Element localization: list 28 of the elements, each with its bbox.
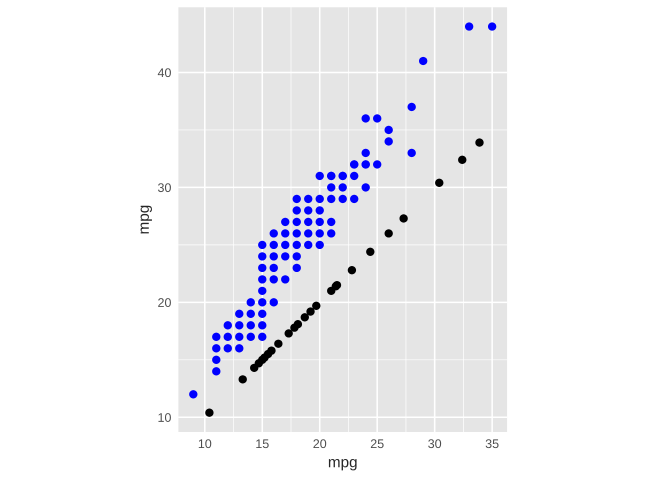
y-tick-label: 10	[158, 413, 171, 422]
x-tick-label: 25	[370, 439, 384, 448]
point	[348, 266, 356, 274]
x-tick-label: 35	[486, 439, 499, 448]
x-tick-label: 30	[428, 439, 442, 448]
point	[267, 346, 276, 355]
point	[384, 229, 393, 238]
point	[306, 307, 315, 316]
point	[435, 178, 444, 187]
point	[475, 138, 484, 147]
x-tick-label: 10	[198, 439, 212, 448]
point	[366, 248, 374, 256]
y-tick-label: 30	[158, 183, 171, 192]
x-tick-label: 20	[313, 439, 326, 448]
point	[238, 375, 247, 384]
point	[399, 214, 408, 223]
point	[312, 302, 320, 310]
point	[274, 340, 283, 348]
point	[300, 313, 309, 322]
point	[284, 329, 293, 338]
point	[294, 320, 302, 328]
point	[205, 408, 214, 417]
point	[458, 156, 466, 164]
y-axis-title: mpg	[140, 206, 152, 234]
x-tick-label: 15	[256, 439, 269, 448]
y-tick-label: 40	[158, 68, 171, 78]
y-tick-label: 20	[158, 298, 171, 308]
x-axis-title: mpg	[328, 459, 357, 470]
